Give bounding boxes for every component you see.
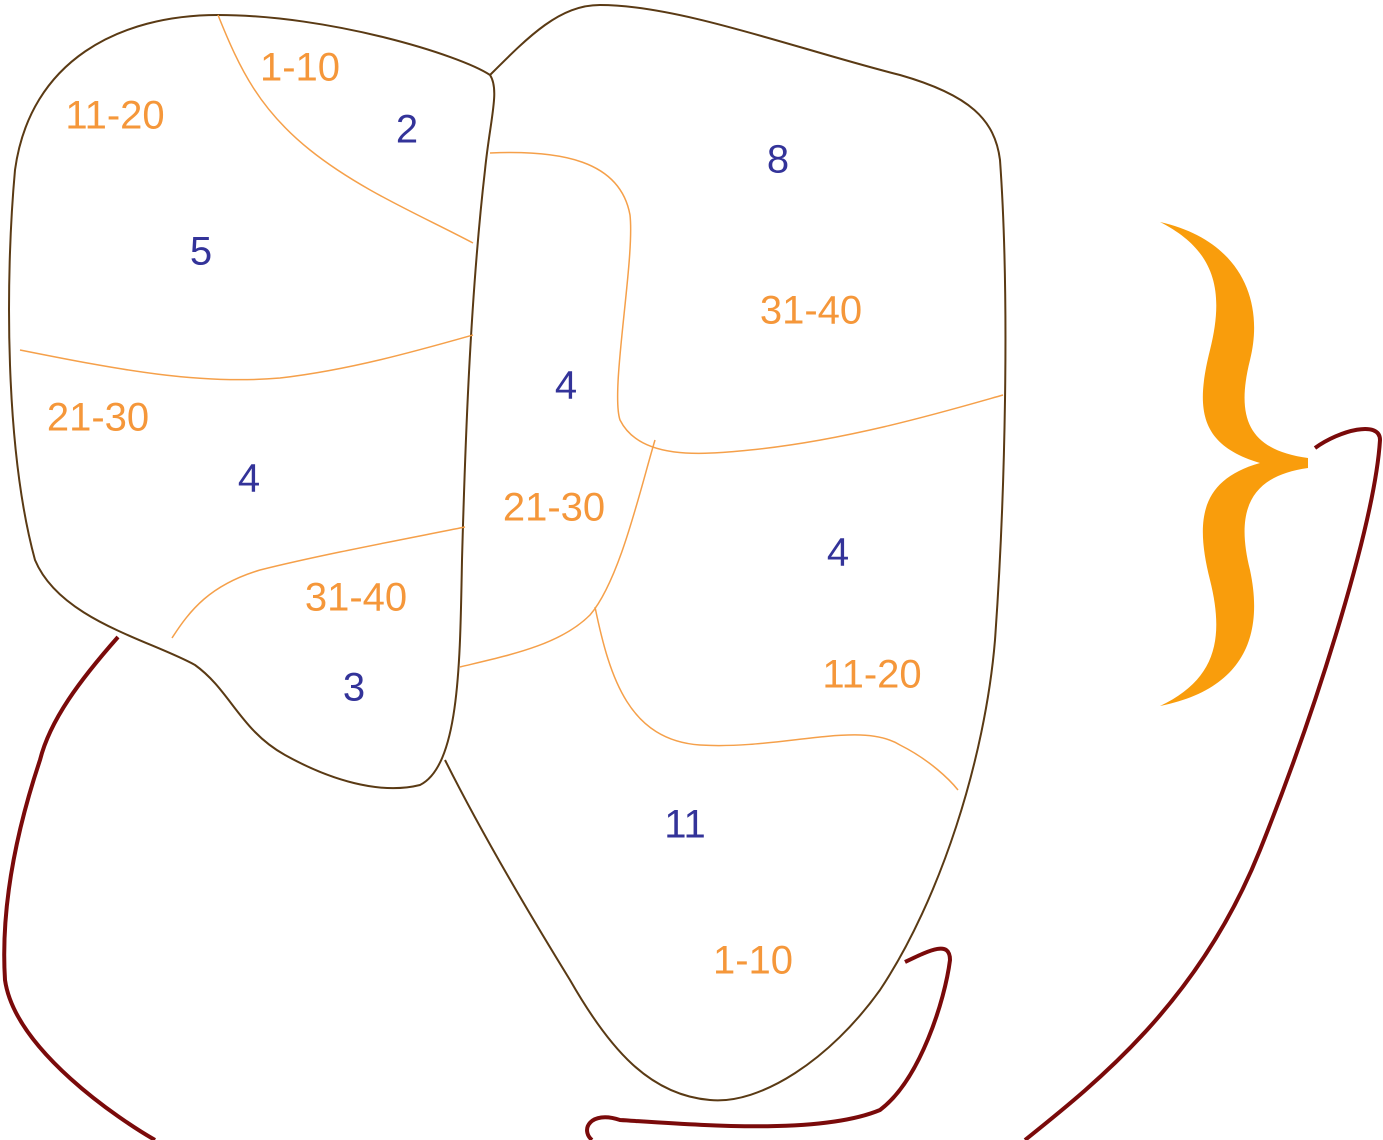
count-label: 4 — [555, 364, 577, 408]
count-label: 4 — [238, 457, 260, 501]
range-label: 1-10 — [713, 939, 793, 983]
count-label: 3 — [343, 666, 365, 710]
arrow — [1025, 429, 1380, 1140]
range-label: 11-20 — [65, 94, 164, 138]
count-label: 11 — [664, 803, 706, 847]
brace — [1160, 222, 1308, 706]
range-label: 21-30 — [47, 396, 149, 440]
count-label: 8 — [767, 138, 789, 182]
page: 1-10 2 11-20 5 21-30 4 31-40 3 8 31-40 4… — [0, 0, 1383, 1140]
right-outline — [445, 5, 1005, 1100]
divider — [20, 335, 473, 380]
diagram: 1-10 2 11-20 5 21-30 4 31-40 3 8 31-40 4… — [0, 0, 1383, 1140]
divider — [460, 440, 655, 667]
range-label: 31-40 — [760, 289, 862, 333]
range-label: 21-30 — [503, 486, 605, 530]
count-label: 5 — [190, 230, 212, 274]
range-label: 31-40 — [305, 576, 407, 620]
range-label: 11-20 — [822, 653, 921, 697]
divider — [490, 153, 1003, 454]
divider — [218, 15, 473, 243]
arrow — [4, 637, 155, 1140]
range-label: 1-10 — [260, 46, 340, 90]
count-label: 4 — [827, 531, 849, 575]
count-label: 2 — [396, 108, 418, 152]
divider — [595, 607, 958, 790]
